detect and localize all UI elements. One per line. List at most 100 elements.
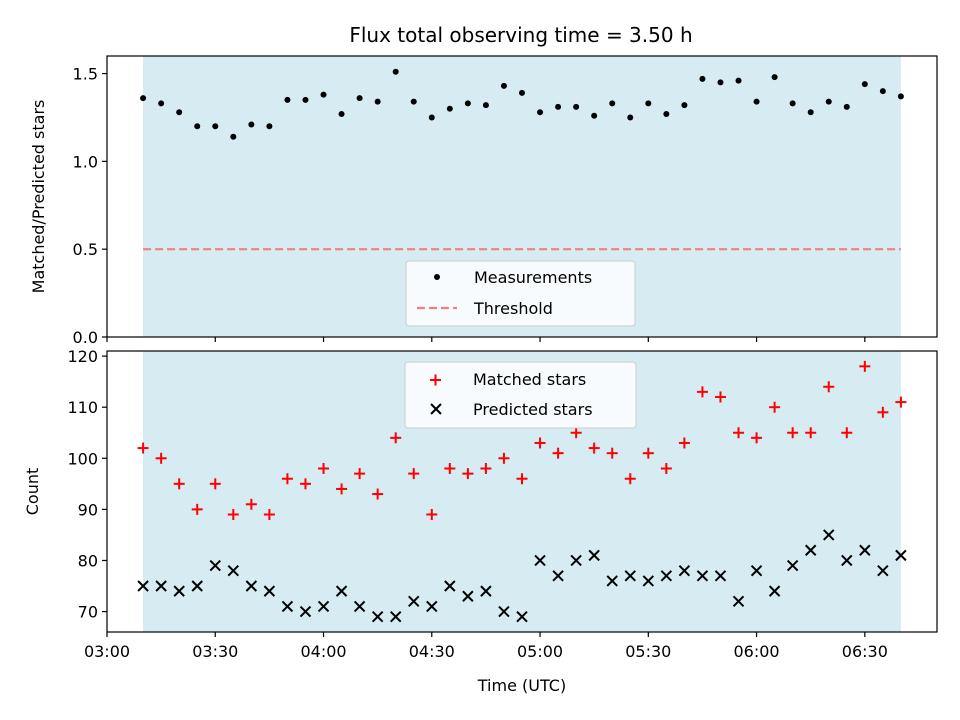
predicted-star-point (804, 544, 817, 556)
predicted-star-point (426, 600, 438, 613)
matched-star-point (696, 386, 708, 398)
matched-star-point (191, 503, 203, 515)
predicted-star-point (660, 570, 673, 582)
matched-star-point (588, 442, 600, 454)
matched-star-point (787, 427, 799, 439)
x-tick-label: 06:30 (842, 642, 888, 661)
matched-star-point (624, 473, 636, 485)
measurement-point (212, 123, 219, 130)
matched-star-point (714, 391, 726, 403)
measurement-point (338, 110, 345, 117)
y-tick-label: 0.5 (73, 240, 98, 259)
matched-star-point (444, 463, 456, 475)
figure-title: Flux total observing time = 3.50 h (349, 23, 692, 47)
y-tick-label: 90 (78, 500, 98, 519)
predicted-star-point (245, 580, 258, 592)
predicted-star-point (498, 605, 510, 618)
measurement-point (374, 98, 381, 105)
measurement-point (789, 100, 796, 107)
measurement-point (158, 100, 165, 107)
matched-star-point (534, 437, 546, 449)
matched-star-point (678, 437, 690, 449)
measurement-point (248, 121, 255, 128)
matched-star-point (498, 452, 510, 464)
legend-measurements-marker (434, 274, 440, 280)
measurement-point (284, 96, 291, 103)
matched-star-point (733, 427, 745, 439)
matched-star-point (751, 432, 763, 444)
matched-star-point (137, 442, 149, 454)
measurement-point (591, 112, 598, 119)
predicted-star-point (696, 570, 709, 582)
measurement-point (699, 75, 706, 82)
matched-star-point (318, 463, 330, 475)
matched-star-point (209, 478, 221, 490)
bottom-y-ticks: 70 80 90 100 110 120 (67, 347, 107, 622)
measurement-point (464, 100, 471, 107)
matched-star-point (299, 478, 311, 490)
predicted-star-point (462, 590, 474, 602)
measurement-point (681, 102, 688, 109)
predicted-star-point (732, 595, 745, 608)
x-tick-label: 03:30 (192, 642, 238, 661)
y-tick-label: 70 (78, 603, 98, 622)
predicted-star-point (353, 600, 366, 613)
measurement-point (140, 95, 147, 102)
predicted-star-point (588, 549, 600, 562)
y-tick-label: 100 (67, 449, 98, 468)
matched-star-point (281, 473, 293, 485)
top-legend: Measurements Threshold (405, 260, 636, 327)
predicted-star-point (480, 585, 492, 597)
measurement-point (843, 103, 850, 110)
predicted-star-point (552, 570, 564, 582)
y-tick-label: 0.0 (73, 328, 98, 347)
legend-measurements-label: Measurements (474, 268, 592, 287)
predicted-star-point (570, 554, 582, 567)
legend-matched-label: Matched stars (473, 370, 586, 389)
matched-star-point (841, 427, 853, 439)
matched-stars-series (137, 360, 907, 520)
matched-star-point (480, 463, 492, 475)
x-tick-label: 04:00 (300, 642, 346, 661)
top-axes-frame (106, 55, 938, 338)
predicted-star-point (191, 580, 203, 592)
measurement-point (573, 103, 580, 110)
predicted-star-point (823, 529, 835, 541)
predicted-star-point (209, 559, 221, 572)
matched-star-point (173, 478, 185, 490)
matched-star-point (426, 508, 438, 520)
predicted-star-point (642, 575, 655, 587)
measurement-point (771, 74, 778, 81)
predicted-star-point (137, 580, 149, 592)
matched-star-point (372, 488, 384, 500)
measurement-point (194, 123, 201, 130)
x-tick-label: 03:00 (84, 642, 130, 661)
measurement-point (230, 133, 237, 140)
measurement-point (717, 79, 724, 86)
bottom-y-axis-label: Count (23, 468, 42, 516)
measurement-point (302, 96, 309, 103)
measurement-point (807, 109, 814, 116)
matched-star-point (354, 468, 366, 480)
y-tick-label: 1.5 (73, 65, 98, 84)
y-tick-label: 1.0 (73, 152, 98, 171)
matched-star-point (263, 508, 275, 520)
matched-star-point (516, 473, 528, 485)
measurement-point (320, 91, 327, 98)
x-tick-label: 05:00 (517, 642, 563, 661)
legend-threshold-label: Threshold (473, 299, 553, 318)
bottom-legend-box (404, 361, 637, 429)
measurement-point (753, 98, 760, 105)
measurement-point (627, 114, 634, 121)
measurement-point (519, 89, 525, 96)
top-x-ticks (106, 337, 866, 342)
y-tick-label: 80 (78, 551, 98, 570)
legend-predicted-marker (430, 403, 442, 415)
x-tick-label: 04:30 (409, 642, 455, 661)
matched-star-point (390, 432, 402, 444)
measurement-point (176, 109, 183, 116)
matched-star-point (570, 427, 582, 439)
measurement-point (861, 81, 868, 88)
predicted-star-point (877, 564, 889, 577)
